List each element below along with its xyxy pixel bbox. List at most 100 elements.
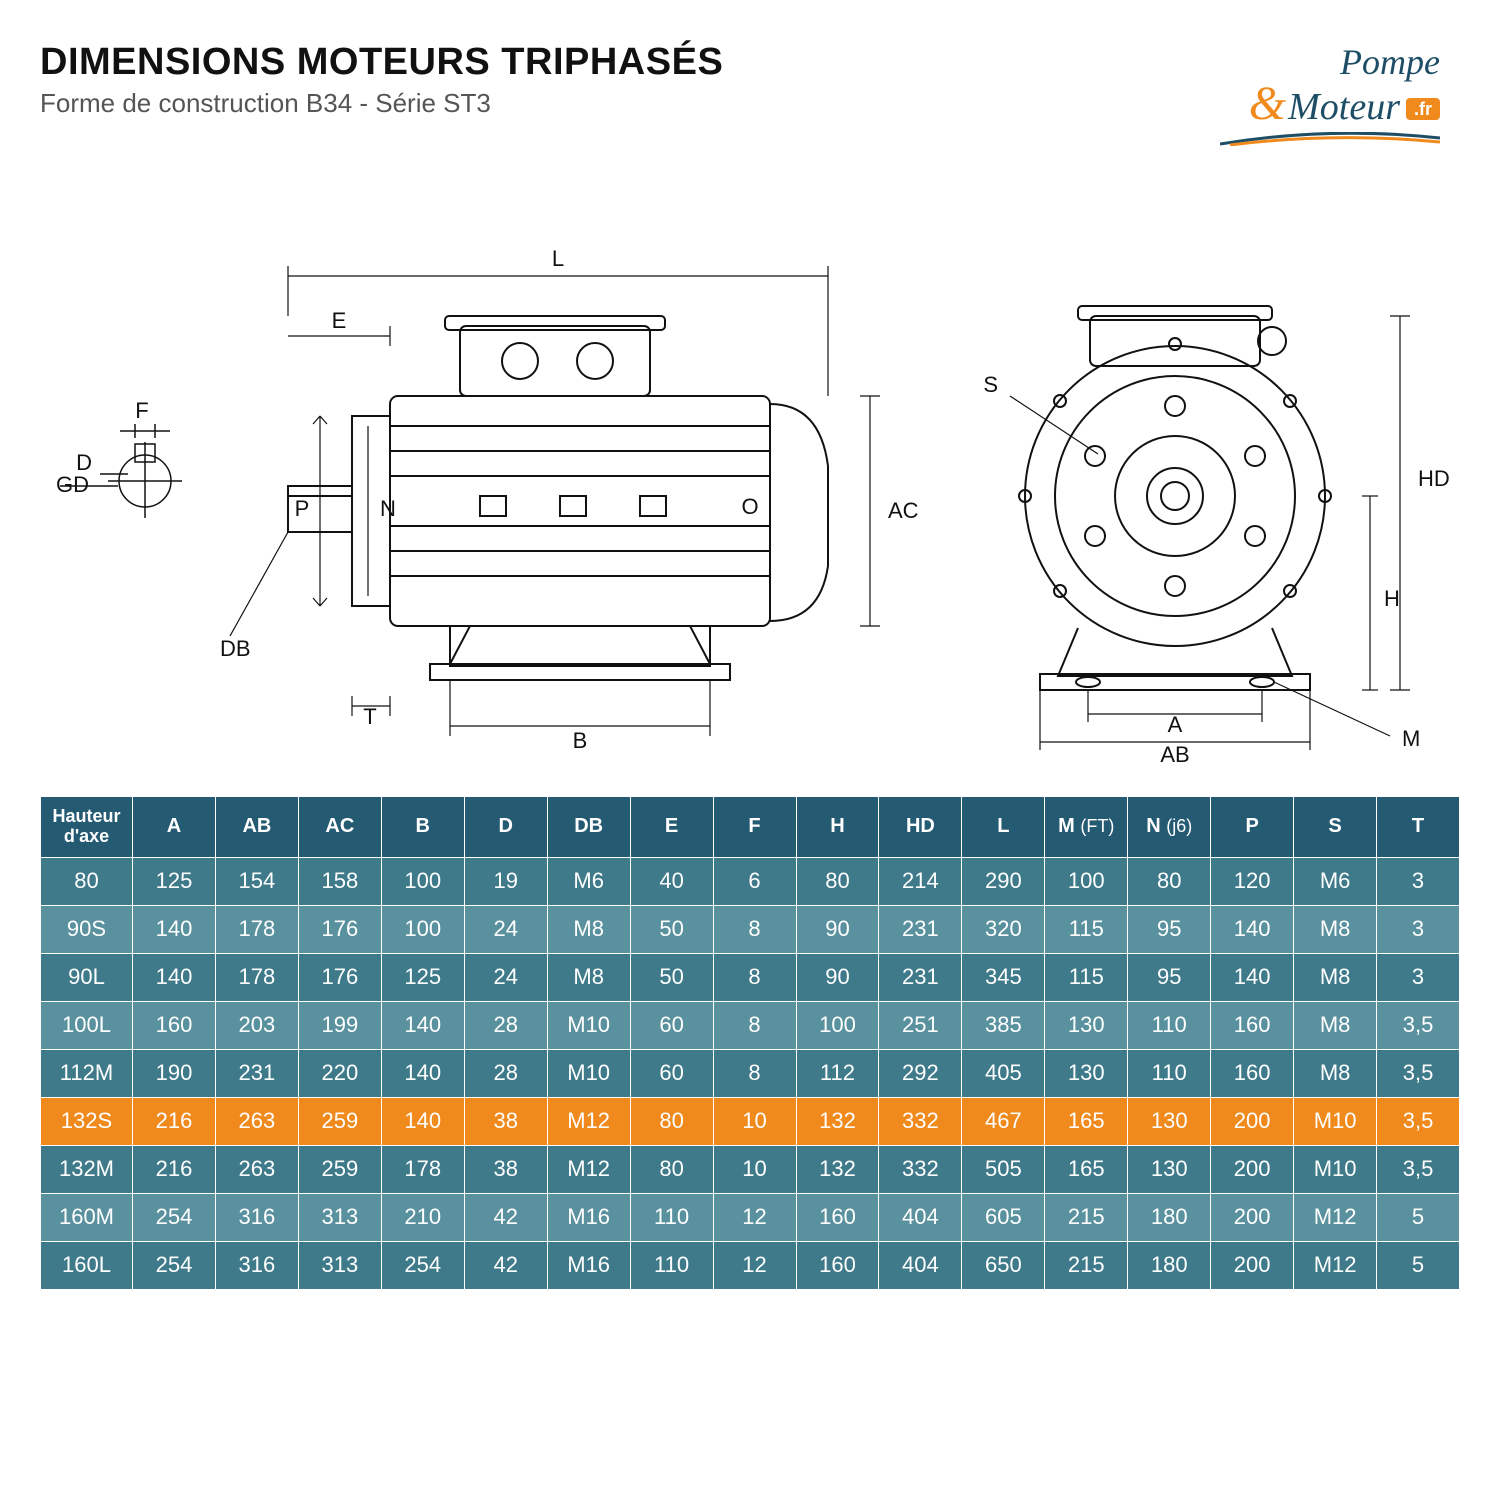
cell: 95 [1128, 905, 1211, 953]
svg-text:O: O [741, 494, 758, 519]
cell: 100 [796, 1001, 879, 1049]
cell: 3 [1377, 905, 1460, 953]
col-15: S [1294, 797, 1377, 858]
row-label: 132M [41, 1145, 133, 1193]
svg-text:A: A [1168, 712, 1183, 737]
cell: 50 [630, 953, 713, 1001]
cell: 200 [1211, 1193, 1294, 1241]
svg-text:M: M [1402, 726, 1420, 751]
cell: 165 [1045, 1097, 1128, 1145]
cell: 3 [1377, 857, 1460, 905]
cell: M8 [1294, 953, 1377, 1001]
cell: 115 [1045, 953, 1128, 1001]
row-label: 160L [41, 1241, 133, 1289]
cell: 100 [381, 905, 464, 953]
cell: 19 [464, 857, 547, 905]
motor-dimension-diagram: F D GD [40, 166, 1460, 766]
col-5: D [464, 797, 547, 858]
logo-ampersand: & [1249, 80, 1286, 128]
cell: 115 [1045, 905, 1128, 953]
col-9: H [796, 797, 879, 858]
cell: 200 [1211, 1241, 1294, 1289]
cell: 313 [298, 1241, 381, 1289]
page-title: DIMENSIONS MOTEURS TRIPHASÉS [40, 40, 723, 86]
cell: 100 [1045, 857, 1128, 905]
cell: 290 [962, 857, 1045, 905]
cell: 132 [796, 1097, 879, 1145]
cell: 254 [133, 1193, 216, 1241]
cell: M10 [547, 1049, 630, 1097]
svg-text:HD: HD [1418, 466, 1450, 491]
svg-text:AB: AB [1160, 742, 1189, 766]
svg-text:T: T [363, 704, 376, 729]
cell: 24 [464, 905, 547, 953]
logo-badge: .fr [1406, 98, 1440, 120]
cell: M8 [1294, 1049, 1377, 1097]
cell: 130 [1128, 1145, 1211, 1193]
col-14: P [1211, 797, 1294, 858]
cell: 3,5 [1377, 1097, 1460, 1145]
cell: 199 [298, 1001, 381, 1049]
cell: 215 [1045, 1193, 1128, 1241]
cell: 178 [215, 953, 298, 1001]
brand-logo: Pompe & Moteur .fr [1220, 40, 1460, 146]
cell: 160 [796, 1193, 879, 1241]
table-row: 8012515415810019M64068021429010080120M63 [41, 857, 1460, 905]
svg-text:GD: GD [56, 472, 89, 497]
cell: 467 [962, 1097, 1045, 1145]
cell: 28 [464, 1001, 547, 1049]
cell: 320 [962, 905, 1045, 953]
cell: 216 [133, 1145, 216, 1193]
cell: 160 [133, 1001, 216, 1049]
col-11: L [962, 797, 1045, 858]
cell: 650 [962, 1241, 1045, 1289]
cell: M10 [547, 1001, 630, 1049]
row-label: 80 [41, 857, 133, 905]
cell: 100 [381, 857, 464, 905]
svg-text:H: H [1384, 586, 1400, 611]
cell: 125 [381, 953, 464, 1001]
cell: 404 [879, 1241, 962, 1289]
cell: 210 [381, 1193, 464, 1241]
cell: 605 [962, 1193, 1045, 1241]
row-label: 112M [41, 1049, 133, 1097]
cell: 385 [962, 1001, 1045, 1049]
col-10: HD [879, 797, 962, 858]
logo-word2: Moteur [1288, 88, 1400, 126]
cell: 3 [1377, 953, 1460, 1001]
cell: 42 [464, 1193, 547, 1241]
cell: 5 [1377, 1241, 1460, 1289]
cell: 154 [215, 857, 298, 905]
cell: 90 [796, 905, 879, 953]
cell: 263 [215, 1097, 298, 1145]
cell: 158 [298, 857, 381, 905]
cell: 220 [298, 1049, 381, 1097]
cell: M12 [1294, 1241, 1377, 1289]
cell: 3,5 [1377, 1145, 1460, 1193]
table-body: 8012515415810019M64068021429010080120M63… [41, 857, 1460, 1289]
cell: 132 [796, 1145, 879, 1193]
cell: 316 [215, 1193, 298, 1241]
cell: 130 [1045, 1001, 1128, 1049]
logo-swoosh-icon [1220, 132, 1440, 146]
row-label: 100L [41, 1001, 133, 1049]
cell: 10 [713, 1097, 796, 1145]
cell: M6 [1294, 857, 1377, 905]
svg-text:L: L [552, 246, 564, 271]
col-3: AC [298, 797, 381, 858]
cell: 231 [879, 905, 962, 953]
cell: M6 [547, 857, 630, 905]
cell: 60 [630, 1001, 713, 1049]
cell: 313 [298, 1193, 381, 1241]
cell: 176 [298, 905, 381, 953]
cell: M16 [547, 1241, 630, 1289]
cell: 110 [630, 1241, 713, 1289]
svg-text:DB: DB [220, 636, 251, 661]
cell: 3,5 [1377, 1001, 1460, 1049]
cell: 200 [1211, 1145, 1294, 1193]
col-1: A [133, 797, 216, 858]
cell: 80 [796, 857, 879, 905]
col-16: T [1377, 797, 1460, 858]
cell: 254 [381, 1241, 464, 1289]
cell: 214 [879, 857, 962, 905]
